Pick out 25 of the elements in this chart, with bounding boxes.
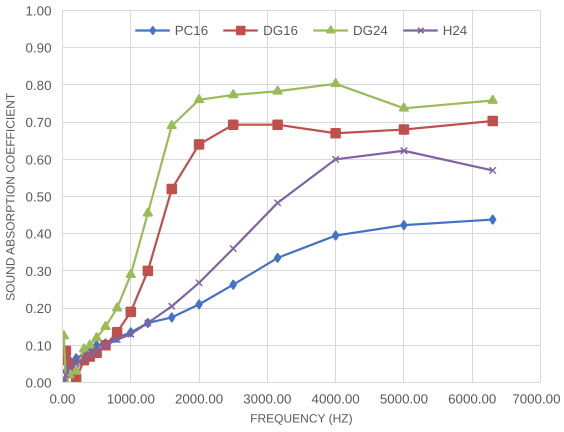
y-tick-label: 1.00: [26, 4, 52, 18]
y-tick-label: 0.50: [26, 190, 52, 204]
x-tick-label: 1000.00: [106, 392, 155, 406]
y-tick-label: 0.00: [26, 376, 52, 390]
legend-label: DG16: [263, 22, 298, 38]
y-axis-title: SOUND ABSORPTION COEFFICIENT: [4, 92, 18, 301]
x-tick-label: 0.00: [50, 392, 76, 406]
y-tick-label: 0.10: [26, 338, 52, 354]
y-tick-label: 0.90: [26, 40, 52, 56]
x-tick-label: 7000.00: [512, 392, 561, 406]
x-tick-label: 3000.00: [243, 392, 292, 406]
x-axis-title: FREQUENCY (HZ): [250, 412, 353, 426]
x-tick-label: 5000.00: [380, 392, 428, 406]
legend-label: DG24: [352, 22, 388, 38]
y-tick-label: 0.40: [26, 226, 52, 242]
x-tick-label: 6000.00: [448, 392, 496, 406]
y-tick-label: 0.20: [26, 301, 52, 316]
y-tick-label: 0.60: [26, 152, 52, 168]
y-tick-label: 0.30: [26, 264, 52, 279]
y-tick-label: 0.70: [26, 115, 52, 130]
y-tick-label: 0.80: [26, 78, 52, 93]
legend-label: H24: [442, 22, 468, 38]
x-tick-label: 4000.00: [312, 392, 360, 406]
legend-label: PC16: [174, 22, 208, 38]
x-tick-label: 2000.00: [174, 392, 224, 406]
